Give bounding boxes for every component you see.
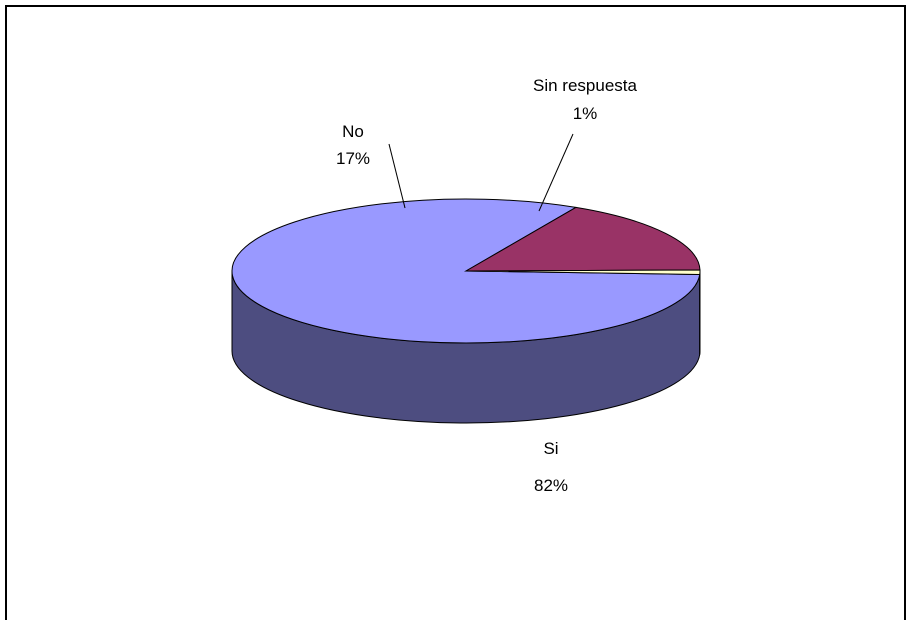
chart-frame: Si 82% No 17% Sin respuesta 1%	[5, 5, 906, 620]
slice-percent-si: 82%	[534, 476, 568, 495]
slice-percent-no: 17%	[336, 149, 370, 168]
slice-label-sin-respuesta: Sin respuesta	[533, 76, 637, 95]
leader-line-sin-respuesta	[539, 134, 573, 211]
pie-chart: Si 82% No 17% Sin respuesta 1%	[7, 7, 907, 617]
slice-label-si: Si	[543, 439, 558, 458]
leader-line-no	[389, 144, 405, 208]
slice-label-no: No	[342, 122, 364, 141]
slice-percent-sin-respuesta: 1%	[573, 104, 598, 123]
